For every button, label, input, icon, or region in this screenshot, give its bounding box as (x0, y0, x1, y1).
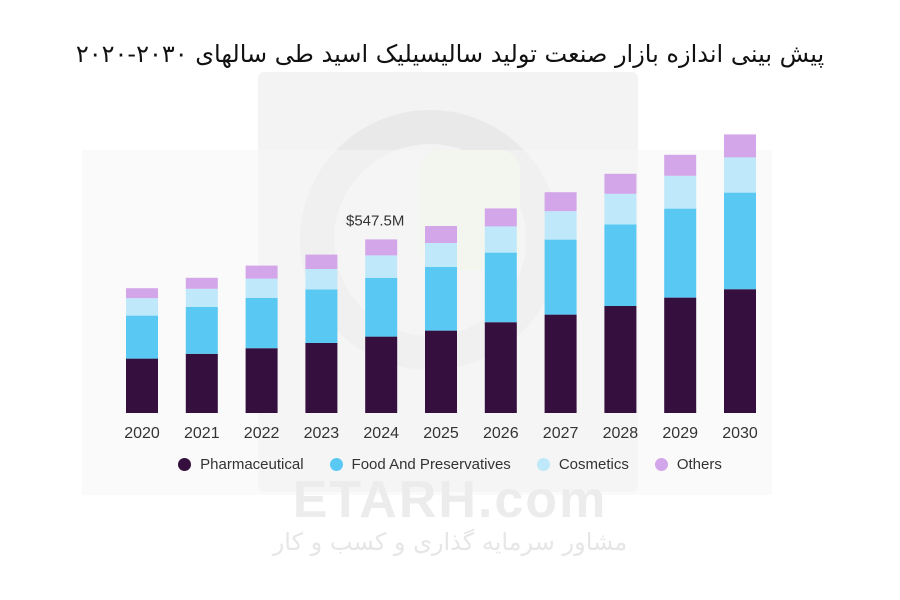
legend-item-pharmaceutical: Pharmaceutical (178, 456, 304, 473)
bar-2023-food-and-preservatives (305, 289, 338, 343)
x-tick-label: 2021 (184, 425, 220, 442)
legend-label: Others (676, 456, 722, 473)
bar-2023-others (305, 254, 338, 269)
legend-label: Pharmaceutical (200, 456, 304, 473)
bar-2022-pharmaceutical (245, 348, 278, 413)
bar-2028-others (604, 173, 637, 194)
bar-2027-cosmetics (544, 211, 577, 240)
bar-2020-others (126, 288, 158, 299)
bar-2026-pharmaceutical (484, 322, 517, 413)
legend-swatch (654, 458, 668, 471)
bar-2026-others (484, 208, 517, 227)
watermark-brand: ETARH.com (292, 471, 608, 529)
bar-2020-pharmaceutical (126, 358, 158, 413)
bar-2030-cosmetics (724, 157, 756, 193)
x-tick-label: 2022 (244, 425, 280, 442)
bar-2023-cosmetics (305, 269, 338, 290)
x-tick-label: 2029 (662, 425, 698, 442)
legend-swatch (536, 458, 550, 471)
bar-2025-pharmaceutical (425, 330, 457, 413)
bar-2027-food-and-preservatives (544, 239, 577, 315)
bar-2024-food-and-preservatives (365, 277, 398, 337)
bar-2021-pharmaceutical (185, 353, 218, 413)
chart-title: پیش بینی اندازه بازار صنعت تولید سالیسیل… (75, 40, 825, 68)
bar-2023-pharmaceutical (305, 343, 338, 413)
bar-2025-food-and-preservatives (425, 267, 457, 331)
x-tick-label: 2020 (124, 425, 160, 442)
bar-2028-cosmetics (604, 193, 637, 225)
bar-2020-food-and-preservatives (126, 315, 158, 359)
legend-item-cosmetics: Cosmetics (536, 456, 629, 473)
bar-2024-others (365, 239, 398, 256)
bar-2024-cosmetics (365, 255, 398, 278)
legend-label: Food And Preservatives (351, 456, 511, 473)
bar-2022-cosmetics (245, 278, 278, 298)
bar-2022-others (245, 265, 278, 279)
bar-2025-cosmetics (425, 243, 457, 267)
bar-2028-food-and-preservatives (604, 224, 637, 306)
bar-2030-food-and-preservatives (724, 192, 756, 290)
bar-2020-cosmetics (126, 298, 158, 316)
x-tick-label: 2023 (304, 425, 340, 442)
bar-2029-pharmaceutical (664, 297, 697, 413)
x-tick-label: 2025 (423, 425, 459, 442)
x-tick-label: 2030 (722, 425, 758, 442)
legend-label: Cosmetics (558, 456, 629, 473)
chart-legend: Pharmaceutical Food And Preservatives Cosm… (0, 456, 900, 473)
bar-2026-cosmetics (484, 226, 517, 253)
x-tick-label: 2028 (603, 425, 639, 442)
x-tick-label: 2026 (483, 425, 519, 442)
bar-2027-pharmaceutical (544, 314, 577, 413)
bar-2030-others (724, 134, 756, 158)
bar-2021-others (185, 277, 218, 289)
legend-item-others: Others (654, 456, 722, 473)
bar-2029-food-and-preservatives (664, 208, 697, 298)
bar-2026-food-and-preservatives (484, 252, 517, 323)
bar-2027-others (544, 192, 577, 212)
bar-2022-food-and-preservatives (245, 297, 278, 349)
bar-2030-pharmaceutical (724, 289, 756, 413)
bar-2029-others (664, 154, 697, 176)
data-label-2024: $547.5M (346, 212, 404, 229)
bar-2025-others (425, 226, 457, 243)
legend-swatch (329, 458, 343, 471)
bar-2021-cosmetics (185, 288, 218, 307)
bar-2029-cosmetics (664, 175, 697, 209)
bar-2024-pharmaceutical (365, 336, 398, 413)
bar-2028-pharmaceutical (604, 306, 637, 413)
bar-2021-food-and-preservatives (185, 306, 218, 354)
legend-swatch (178, 458, 192, 471)
watermark-tagline: مشاور سرمایه گذاری و کسب و کار (272, 528, 628, 556)
x-tick-label: 2027 (543, 425, 579, 442)
legend-item-food-and-preservatives: Food And Preservatives (329, 456, 511, 473)
x-tick-label: 2024 (363, 425, 399, 442)
